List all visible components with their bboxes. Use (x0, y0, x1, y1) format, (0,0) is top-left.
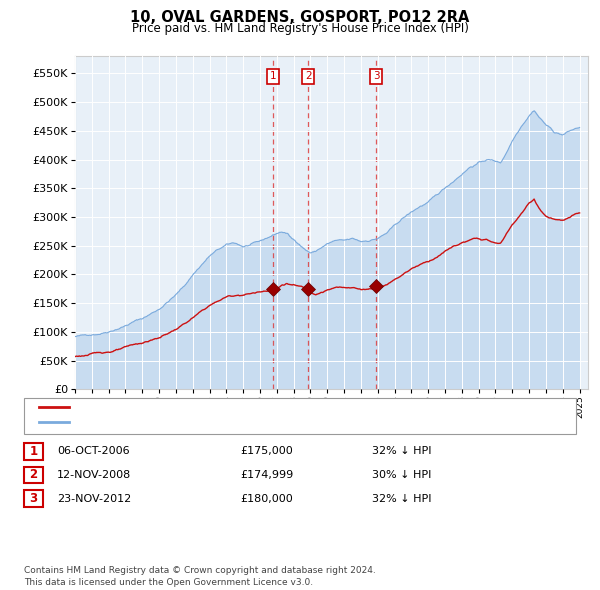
Text: 30% ↓ HPI: 30% ↓ HPI (372, 470, 431, 480)
Text: 10, OVAL GARDENS, GOSPORT, PO12 2RA (detached house): 10, OVAL GARDENS, GOSPORT, PO12 2RA (det… (72, 402, 383, 412)
Text: 1: 1 (29, 445, 38, 458)
Text: Contains HM Land Registry data © Crown copyright and database right 2024.
This d: Contains HM Land Registry data © Crown c… (24, 566, 376, 587)
Text: 3: 3 (29, 492, 38, 505)
Text: 32% ↓ HPI: 32% ↓ HPI (372, 447, 431, 456)
Text: Price paid vs. HM Land Registry's House Price Index (HPI): Price paid vs. HM Land Registry's House … (131, 22, 469, 35)
Text: 12-NOV-2008: 12-NOV-2008 (57, 470, 131, 480)
Text: 23-NOV-2012: 23-NOV-2012 (57, 494, 131, 503)
Text: £180,000: £180,000 (240, 494, 293, 503)
Text: HPI: Average price, detached house, Gosport: HPI: Average price, detached house, Gosp… (72, 417, 307, 427)
Text: £175,000: £175,000 (240, 447, 293, 456)
Text: 2: 2 (29, 468, 38, 481)
Text: 1: 1 (269, 71, 276, 81)
Text: 10, OVAL GARDENS, GOSPORT, PO12 2RA: 10, OVAL GARDENS, GOSPORT, PO12 2RA (130, 10, 470, 25)
Text: 3: 3 (373, 71, 379, 81)
Text: 2: 2 (305, 71, 311, 81)
Text: 06-OCT-2006: 06-OCT-2006 (57, 447, 130, 456)
Text: 32% ↓ HPI: 32% ↓ HPI (372, 494, 431, 503)
Text: £174,999: £174,999 (240, 470, 293, 480)
